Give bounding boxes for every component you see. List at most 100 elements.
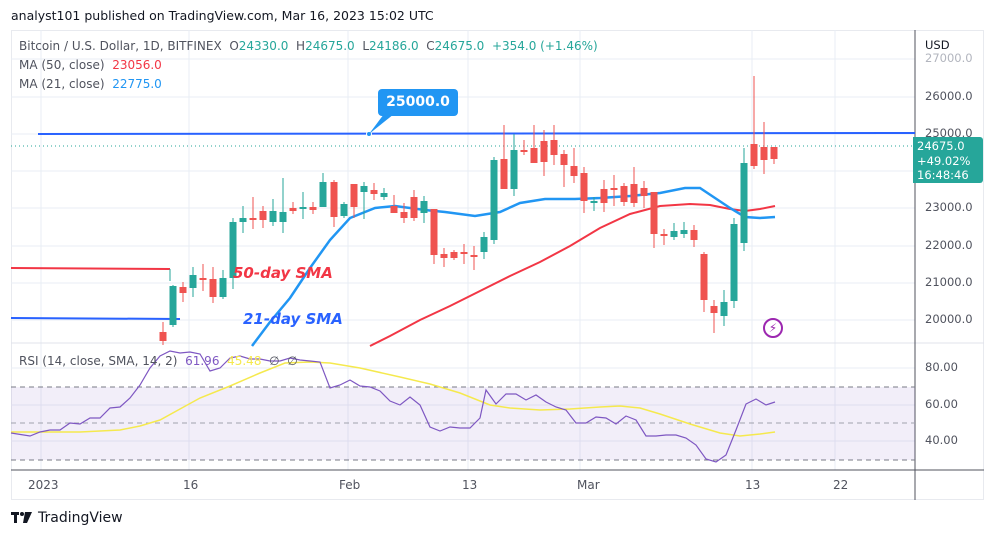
rsi-tick: 80.00 <box>925 360 958 374</box>
price-tick: 25000.0 <box>925 126 973 140</box>
candle <box>340 202 348 218</box>
candle <box>420 196 428 223</box>
price-tick: 21000.0 <box>925 275 973 289</box>
time-tick: 22 <box>833 478 849 492</box>
candle <box>400 203 408 223</box>
time-tick: Feb <box>339 478 361 492</box>
tradingview-logo-icon <box>11 512 32 523</box>
candle <box>740 148 748 251</box>
candle <box>550 125 558 165</box>
time-tick: 2023 <box>28 478 59 492</box>
tradingview-brand: TradingView <box>11 510 123 526</box>
currency-label: USD <box>925 38 950 52</box>
candle <box>710 300 718 333</box>
candle <box>440 248 448 267</box>
ma50-legend[interactable]: MA (50, close) 23056.0 <box>19 58 162 72</box>
price-tick: 22000.0 <box>925 238 973 252</box>
rsi-sma-line <box>11 361 776 437</box>
sma50-drawn-line[interactable] <box>10 267 171 270</box>
candle <box>309 202 317 214</box>
candle <box>219 270 227 299</box>
time-tick: 16 <box>183 478 199 492</box>
rsi-tick: 40.00 <box>925 433 958 447</box>
brand-name: TradingView <box>38 510 123 526</box>
rsi-legend[interactable]: RSI (14, close, SMA, 14, 2) 61.96 45.48 … <box>19 354 298 368</box>
time-tick: 13 <box>745 478 761 492</box>
candle <box>500 125 508 189</box>
candle <box>670 223 678 240</box>
candle <box>360 182 368 219</box>
candle <box>720 290 728 326</box>
candle <box>620 183 628 206</box>
candle <box>239 206 247 233</box>
candle <box>640 181 648 208</box>
rsi-sma-value: 45.48 <box>227 354 262 368</box>
na-icon: ∅ <box>269 354 280 368</box>
candle <box>700 252 708 312</box>
candle <box>660 229 668 245</box>
candle <box>350 184 358 218</box>
candle <box>770 147 778 164</box>
candle <box>179 282 187 302</box>
candle <box>470 246 478 270</box>
candle <box>460 244 468 264</box>
candle <box>249 197 257 229</box>
candle <box>510 134 518 196</box>
rsi-line <box>10 350 776 463</box>
candle <box>530 125 538 163</box>
candle <box>490 157 498 244</box>
candle <box>750 76 758 169</box>
candle <box>680 222 688 238</box>
last-price-tag: 24675.0 +49.02% 16:48:46 <box>913 137 983 183</box>
change-value: +354.0 (+1.46%) <box>491 39 598 53</box>
bar-countdown: 16:48:46 <box>917 168 969 182</box>
ma21-line[interactable] <box>251 186 776 347</box>
symbol-legend[interactable]: Bitcoin / U.S. Dollar, 1D, BITFINEX O243… <box>19 39 598 53</box>
candle <box>169 285 177 327</box>
candle <box>520 140 528 155</box>
candle <box>540 130 548 176</box>
candle <box>259 206 267 228</box>
sma21-drawn-line[interactable] <box>10 317 181 320</box>
rsi-value: 61.96 <box>185 354 220 368</box>
candle <box>580 167 588 213</box>
candle <box>410 190 418 221</box>
price-tick: 20000.0 <box>925 312 973 326</box>
horizontal-line-25000[interactable] <box>37 132 916 135</box>
candle <box>390 195 398 213</box>
last-change-pct: +49.02% <box>917 153 971 168</box>
time-tick: Mar <box>577 478 600 492</box>
rsi-tick: 60.00 <box>925 397 958 411</box>
close-value: 24675.0 <box>434 39 485 53</box>
sma21-annotation[interactable]: 21-day SMA <box>243 310 343 328</box>
na-icon: ∅ <box>287 354 298 368</box>
last-price: 24675.0 <box>917 139 965 153</box>
candle <box>209 267 217 303</box>
ma21-value: 22775.0 <box>112 77 162 91</box>
price-tick: 27000.0 <box>925 51 973 65</box>
ma50-value: 23056.0 <box>112 58 162 72</box>
sma50-annotation[interactable]: 50-day SMA <box>233 264 333 282</box>
price-tick: 26000.0 <box>925 89 973 103</box>
time-tick: 13 <box>462 478 478 492</box>
lightning-icon[interactable]: ⚡ <box>763 318 783 338</box>
price-callout[interactable]: 25000.0 <box>378 89 458 116</box>
candle <box>570 148 578 183</box>
candle <box>560 150 568 187</box>
candle <box>370 183 378 200</box>
candle <box>229 218 237 289</box>
candle <box>610 175 618 206</box>
candle <box>289 202 297 214</box>
candle <box>590 197 598 211</box>
candle <box>690 225 698 247</box>
candle <box>279 178 287 233</box>
publish-info: analyst101 published on TradingView.com,… <box>11 8 434 23</box>
symbol-name: Bitcoin / U.S. Dollar, 1D, BITFINEX <box>19 39 222 53</box>
price-tick: 23000.0 <box>925 200 973 214</box>
candle <box>319 173 327 207</box>
candle <box>480 232 488 259</box>
ma21-legend[interactable]: MA (21, close) 22775.0 <box>19 77 162 91</box>
open-value: 24330.0 <box>238 39 289 53</box>
candle <box>730 218 738 308</box>
